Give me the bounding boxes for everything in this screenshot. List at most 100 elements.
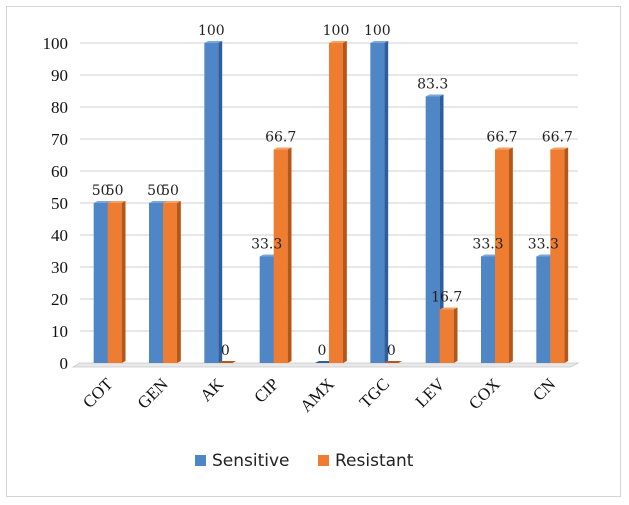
x-category-label: CN: [529, 374, 559, 404]
data-label: 0: [318, 343, 327, 359]
bar-front: [329, 43, 343, 363]
bar-front: [93, 203, 108, 363]
bar-top: [149, 201, 167, 203]
data-label: 50: [92, 183, 110, 199]
bar-front: [163, 203, 177, 363]
bar-top: [93, 201, 112, 203]
data-label: 100: [364, 23, 391, 39]
data-label: 50: [147, 183, 165, 199]
data-label: 66.7: [542, 130, 573, 146]
data-label: 50: [106, 183, 124, 199]
data-label: 0: [221, 343, 230, 359]
bar-top: [550, 147, 569, 150]
data-label: 66.7: [486, 130, 517, 146]
bar-front: [273, 149, 288, 363]
bar-top: [204, 41, 223, 43]
bar-top: [107, 201, 126, 203]
chart-floor: [71, 362, 580, 368]
y-tick-label: 70: [51, 130, 68, 149]
bar-side: [439, 94, 444, 363]
data-label: 83.3: [417, 76, 448, 92]
bar-front: [149, 203, 163, 363]
legend-label: Sensitive: [212, 451, 290, 471]
bar-front: [481, 256, 495, 363]
y-tick-label: 30: [51, 258, 68, 277]
bar-resistant-gen: [163, 201, 181, 363]
floor-plane: [71, 362, 580, 368]
bar-top: [329, 41, 347, 43]
bar-resistant-amx: [329, 41, 347, 363]
bar-side: [509, 147, 513, 363]
bar-top: [163, 201, 181, 203]
y-tick-label: 20: [51, 290, 68, 309]
x-axis-categories: COT GEN AK CIP AMX TGC LEV COX CN: [79, 374, 559, 416]
data-label: 100: [323, 23, 350, 39]
bar-resistant-tgc: [384, 361, 403, 363]
legend-item-sensitive: Sensitive: [195, 451, 290, 471]
bar-sensitive-ak: [204, 41, 223, 363]
y-tick-label: 40: [51, 226, 68, 245]
y-tick-label: 80: [51, 98, 68, 117]
bar-sensitive-lev: [425, 94, 444, 363]
data-label: 66.7: [265, 130, 296, 146]
data-label: 0: [387, 343, 396, 359]
bar-side: [384, 41, 389, 363]
bar-resistant-cox: [495, 147, 513, 363]
bar-front: [107, 203, 122, 363]
bar-resistant-cot: [107, 201, 126, 363]
x-category-label: TGC: [356, 374, 393, 411]
bar-resistant-cn: [550, 147, 569, 363]
y-axis-ticks: 0 10 20 30 40 50 60 70 80 90 100: [43, 34, 69, 373]
x-category-label: COX: [465, 374, 504, 413]
data-label: 33.3: [472, 236, 503, 252]
bar-top: [273, 147, 292, 150]
bar-front: [370, 43, 385, 363]
bar-front: [259, 256, 274, 363]
x-category-label: CIP: [250, 374, 282, 406]
bar-side: [287, 147, 292, 363]
bar-side: [453, 307, 458, 363]
x-category-label: AK: [196, 374, 227, 405]
x-category-label: AMX: [296, 374, 337, 415]
data-label: 16.7: [431, 290, 462, 306]
x-category-label: LEV: [412, 374, 449, 411]
bar-side: [177, 201, 181, 363]
bar-top: [439, 307, 458, 310]
bar-front: [439, 309, 454, 363]
bar-zero: [218, 361, 237, 363]
x-category-label: COT: [79, 374, 117, 412]
bars: [93, 41, 569, 363]
bar-side: [218, 41, 223, 363]
data-label: 100: [198, 23, 225, 39]
y-tick-label: 90: [51, 66, 68, 85]
legend-item-resistant: Resistant: [318, 451, 414, 471]
y-tick-label: 0: [60, 354, 69, 373]
bar-sensitive-amx: [315, 361, 333, 363]
bar-top: [425, 94, 444, 97]
bar-top: [481, 254, 499, 257]
bar-side: [343, 41, 347, 363]
bar-side: [564, 147, 569, 363]
x-category-label: GEN: [134, 374, 172, 412]
y-tick-label: 50: [51, 194, 68, 213]
bar-front: [204, 43, 219, 363]
bar-zero: [315, 361, 333, 363]
bar-top: [495, 147, 513, 150]
bar-top: [370, 41, 389, 43]
bar-front: [536, 256, 551, 363]
bar-front: [425, 96, 440, 363]
legend: Sensitive Resistant: [195, 451, 414, 471]
bar-zero: [384, 361, 403, 363]
data-label: 33.3: [528, 236, 559, 252]
y-tick-label: 100: [43, 34, 69, 53]
bar-resistant-ak: [218, 361, 237, 363]
legend-swatch: [195, 455, 206, 466]
y-tick-label: 10: [51, 322, 68, 341]
bar-resistant-cip: [273, 147, 292, 363]
data-label: 33.3: [251, 236, 282, 252]
data-label: 50: [161, 183, 179, 199]
bar-side: [121, 201, 126, 363]
bar-resistant-lev: [439, 307, 458, 363]
